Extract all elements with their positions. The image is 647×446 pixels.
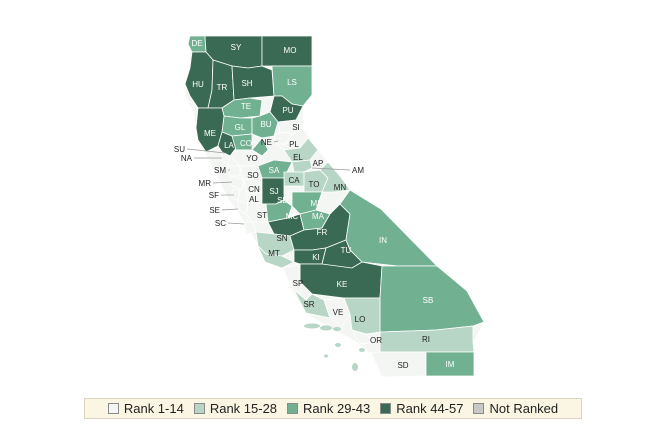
county-label-st: ST — [257, 211, 267, 220]
county-label-sc: SC — [215, 219, 226, 228]
county-label-si: SI — [292, 123, 300, 132]
county-label-ap: AP — [313, 159, 324, 168]
legend-swatch — [380, 403, 392, 414]
county-label-sr: SR — [303, 300, 314, 309]
county-or[interactable] — [351, 329, 375, 345]
legend-label: Not Ranked — [489, 401, 559, 416]
county-label-co: CO — [240, 139, 252, 148]
county-label-cn: CN — [248, 185, 260, 194]
leader-line-ne — [273, 140, 279, 143]
county-bu[interactable] — [251, 111, 279, 139]
county-sm[interactable] — [227, 165, 241, 177]
county-label-el: EL — [293, 153, 303, 162]
county-label-ri: RI — [422, 335, 430, 344]
county-label-ca: CA — [288, 176, 300, 185]
county-label-sl: SL — [277, 196, 287, 205]
county-label-pl: PL — [289, 140, 299, 149]
legend-label: Rank 44-57 — [396, 401, 464, 416]
county-label-de: DE — [191, 39, 202, 48]
county-label-te: TE — [241, 102, 251, 111]
legend-item-rank-1-14: Rank 1-14 — [107, 401, 184, 416]
legend-swatch — [193, 403, 205, 414]
county-label-na: NA — [181, 154, 193, 163]
legend-label: Rank 29-43 — [303, 401, 371, 416]
legend-item-rank-44-57: Rank 44-57 — [380, 401, 463, 416]
county-mn[interactable] — [319, 161, 351, 193]
county-label-sm: SM — [214, 166, 226, 175]
county-mt[interactable] — [254, 239, 295, 269]
county-label-tr: TR — [217, 83, 228, 92]
legend: Rank 1-14 Rank 15-28 Rank 29-43 Rank 44-… — [84, 398, 582, 419]
legend-swatch — [107, 403, 119, 414]
county-label-in: IN — [379, 236, 387, 245]
county-label-sb: SB — [423, 296, 434, 305]
county-label-im: IM — [446, 360, 455, 369]
county-label-fr: FR — [317, 228, 328, 237]
county-label-to: TO — [309, 180, 320, 189]
legend-label: Rank 1-14 — [123, 401, 184, 416]
county-label-sf: SF — [209, 191, 219, 200]
county-label-mi: MI — [311, 199, 320, 208]
leader-line-mr — [212, 181, 233, 184]
county-label-sh: SH — [241, 79, 252, 88]
county-label-am: AM — [352, 166, 364, 175]
legend-item-rank-15-28: Rank 15-28 — [193, 401, 278, 416]
county-label-me: ME — [204, 129, 216, 138]
county-label-mc: MC — [286, 212, 299, 221]
county-label-or: OR — [370, 336, 382, 345]
leader-line-su — [186, 148, 226, 154]
county-label-hu: HU — [192, 80, 204, 89]
county-label-yo: YO — [246, 154, 258, 163]
leader-line-am — [311, 167, 351, 171]
county-label-sp: SP — [293, 279, 304, 288]
county-label-ne: NE — [261, 138, 272, 147]
legend-label: Rank 15-28 — [209, 401, 278, 416]
county-sa[interactable] — [257, 159, 293, 179]
county-sh[interactable] — [231, 65, 275, 101]
county-label-al: AL — [249, 195, 259, 204]
county-label-pu: PU — [282, 106, 293, 115]
county-label-ls: LS — [287, 78, 297, 87]
county-label-sn: SN — [276, 234, 287, 243]
legend-swatch — [473, 403, 485, 414]
county-mr[interactable] — [229, 175, 245, 191]
county-label-mo: MO — [284, 46, 297, 55]
county-ve[interactable] — [323, 297, 351, 327]
county-label-mn: MN — [334, 183, 347, 192]
county-label-mt: MT — [268, 249, 280, 258]
county-label-su: SU — [174, 145, 185, 154]
county-label-sa: SA — [269, 166, 280, 175]
county-im[interactable] — [425, 351, 475, 377]
county-label-sy: SY — [231, 43, 242, 52]
county-ki[interactable] — [293, 247, 327, 265]
legend-swatch — [287, 403, 299, 414]
legend-item-rank-29-43: Rank 29-43 — [287, 401, 370, 416]
county-label-tu: TU — [341, 246, 352, 255]
county-in[interactable] — [339, 189, 438, 267]
county-label-sj: SJ — [269, 187, 278, 196]
leader-line-se — [221, 208, 239, 211]
channel-islands — [304, 323, 365, 371]
county-label-sd: SD — [397, 361, 408, 370]
county-label-ma: MA — [312, 212, 325, 221]
county-label-se: SE — [209, 206, 220, 215]
county-st[interactable] — [245, 203, 269, 223]
county-label-ki: KI — [312, 253, 320, 262]
county-label-gl: GL — [235, 123, 246, 132]
leader-line-sc — [227, 222, 245, 225]
county-label-ke: KE — [337, 280, 348, 289]
county-am[interactable] — [291, 159, 313, 173]
county-label-so: SO — [247, 171, 259, 180]
legend-item-not-ranked: Not Ranked — [473, 401, 558, 416]
county-label-la: LA — [224, 141, 234, 150]
county-label-mr: MR — [199, 179, 212, 188]
county-label-bu: BU — [260, 120, 271, 129]
county-label-ve: VE — [333, 308, 344, 317]
county-label-lo: LO — [355, 315, 366, 324]
